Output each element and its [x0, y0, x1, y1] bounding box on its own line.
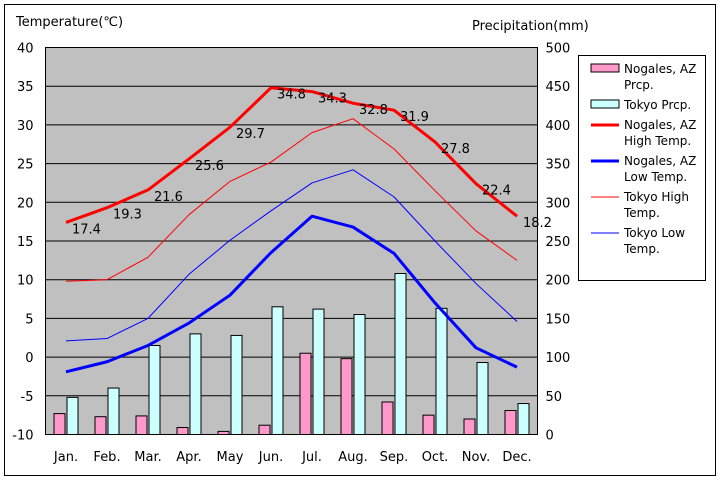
- precip-bar: [135, 415, 148, 436]
- x-tick-label: Jul.: [301, 450, 322, 465]
- high-temp-label: 34.8: [277, 88, 306, 103]
- precip-bar: [422, 414, 435, 435]
- x-tick-label: Dec.: [502, 450, 531, 465]
- right-tick-label: 0: [546, 429, 554, 444]
- precip-bar: [148, 344, 161, 435]
- right-tick-label: 250: [546, 235, 571, 250]
- left-tick-label: 35: [17, 80, 34, 95]
- left-axis-ticks: 40 35 30 25 20 15 10 5 0 -5 -10: [12, 42, 33, 444]
- legend-label: Tokyo Low: [623, 226, 685, 240]
- precip-bar: [66, 396, 79, 435]
- legend-box: [578, 55, 706, 281]
- precip-bar: [217, 430, 230, 435]
- x-tick-label: May: [217, 450, 244, 465]
- temp-line: [65, 118, 518, 282]
- left-tick-label: 25: [17, 158, 34, 173]
- x-tick-label: Apr.: [176, 450, 201, 465]
- precip-bar: [381, 401, 394, 436]
- precip-bar: [394, 273, 407, 435]
- legend-label: Nogales, AZ: [624, 62, 696, 76]
- high-temp-label: 31.9: [400, 110, 429, 125]
- legend-label: High Temp.: [624, 134, 691, 148]
- precip-bar: [340, 358, 353, 436]
- precip-bar: [176, 427, 189, 435]
- legend-label: Prcp.: [624, 78, 654, 92]
- legend-label: Low Temp.: [624, 170, 687, 184]
- x-tick-label: Feb.: [93, 450, 120, 465]
- precip-bar: [107, 387, 120, 435]
- right-tick-label: 500: [546, 42, 571, 57]
- right-tick-label: 100: [546, 351, 571, 366]
- x-tick-label: Jan.: [53, 450, 78, 465]
- right-tick-label: 450: [546, 80, 571, 95]
- high-temp-label: 19.3: [113, 208, 142, 223]
- precipitation-bars: [53, 273, 530, 436]
- x-tick-label: Mar.: [134, 450, 161, 465]
- temperature-lines: [65, 86, 518, 374]
- high-temp-label: 34.3: [318, 92, 347, 107]
- precip-bar: [517, 403, 530, 436]
- precip-bar: [353, 314, 366, 435]
- precip-bar: [312, 308, 325, 435]
- precip-bar: [258, 424, 271, 436]
- x-tick-label: Oct.: [422, 450, 449, 465]
- temp-line: [65, 214, 518, 374]
- left-tick-label: 40: [17, 42, 34, 57]
- precip-bar: [271, 306, 284, 436]
- high-temp-label: 18.2: [523, 216, 552, 231]
- precip-bar: [504, 410, 517, 436]
- x-tick-label: Jun.: [258, 450, 283, 465]
- legend-swatch: [590, 99, 620, 109]
- precip-bar: [476, 362, 489, 436]
- x-tick-label: Aug.: [338, 450, 368, 465]
- high-temp-label: 32.8: [359, 103, 388, 118]
- high-temp-label: 29.7: [236, 127, 265, 142]
- high-temp-label: 21.6: [154, 190, 183, 205]
- left-tick-label: -5: [21, 390, 34, 405]
- left-tick-label: 15: [17, 235, 34, 250]
- left-tick-label: 30: [17, 119, 34, 134]
- precip-bar: [463, 418, 476, 435]
- high-temp-label: 25.6: [195, 159, 224, 174]
- legend-label: Tokyo Prcp.: [623, 98, 691, 112]
- x-axis-ticks: Jan. Feb. Mar. Apr. May Jun. Jul. Aug. Sep. Oct. N…: [53, 450, 532, 465]
- x-tick-label: Nov.: [462, 450, 491, 465]
- left-tick-label: 5: [25, 312, 33, 327]
- legend-label: Nogales, AZ: [624, 154, 696, 168]
- right-tick-label: 50: [546, 390, 563, 405]
- left-axis-title: Temperature(℃): [15, 15, 123, 30]
- precip-bar: [435, 307, 448, 436]
- high-temp-label: 22.4: [482, 184, 511, 199]
- left-tick-label: 0: [25, 351, 33, 366]
- gridlines: [45, 85, 538, 397]
- left-tick-label: -10: [12, 429, 33, 444]
- legend-label: Tokyo High: [623, 190, 689, 204]
- precip-bar: [230, 334, 243, 436]
- right-axis-title: Precipitation(mm): [472, 19, 589, 34]
- legend-label: Temp.: [623, 242, 660, 256]
- left-tick-label: 10: [17, 274, 34, 289]
- precip-bar: [299, 352, 312, 436]
- temp-line: [65, 86, 518, 224]
- high-temp-label: 17.4: [72, 222, 101, 237]
- right-tick-label: 350: [546, 158, 571, 173]
- legend: Nogales, AZ Prcp. Tokyo Prcp. Nogales, AZ Hi…: [578, 55, 706, 281]
- right-tick-label: 300: [546, 196, 571, 211]
- right-tick-label: 400: [546, 119, 571, 134]
- legend-swatch: [590, 63, 620, 73]
- right-tick-label: 200: [546, 274, 571, 289]
- temp-line: [65, 169, 518, 342]
- left-tick-label: 20: [17, 196, 34, 211]
- precip-bar: [189, 333, 202, 436]
- legend-label: Temp.: [623, 206, 660, 220]
- x-tick-label: Sep.: [380, 450, 409, 465]
- precip-bar: [94, 416, 107, 435]
- legend-label: Nogales, AZ: [624, 118, 696, 132]
- right-tick-label: 150: [546, 312, 571, 327]
- high-temp-data-labels: 17.4 19.3 21.6 25.6 29.7 34.8 34.3 32.8 31.9 27.8…: [72, 88, 552, 238]
- precip-bar: [53, 413, 66, 435]
- high-temp-label: 27.8: [441, 142, 470, 157]
